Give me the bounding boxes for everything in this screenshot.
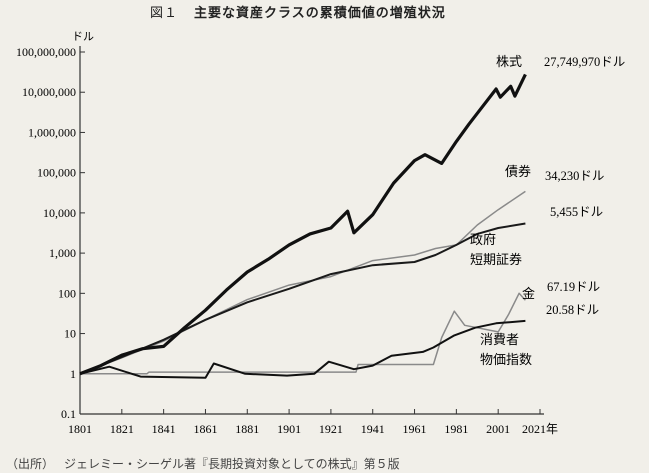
series-line-4: [79, 319, 526, 379]
chart-series: [79, 73, 527, 379]
series-line-2: [79, 222, 526, 375]
series-line-3: [80, 292, 526, 375]
series-final-value: 34,230ドル: [545, 169, 604, 183]
source-text: ジェレミー・シーゲル著『長期投資対象としての株式』第５版: [64, 457, 400, 471]
y-tick-label: 0.1: [61, 407, 76, 421]
series-name-label: 短期証券: [470, 252, 522, 268]
y-tick-label: 1,000: [49, 246, 76, 260]
series-final-value: 20.58ドル: [546, 303, 599, 317]
x-tick-label: 2021年: [522, 422, 558, 436]
x-tick-label: 1921: [319, 422, 343, 436]
y-tick-label: 1,000,000: [28, 125, 76, 139]
series-final-value: 27,749,970ドル: [544, 55, 625, 69]
y-tick-label: 100,000,000: [16, 45, 76, 59]
series-name-label: 政府: [470, 233, 496, 248]
series-final-value: 5,455ドル: [550, 205, 603, 219]
figure-title: 主要な資産クラスの累積価値の増殖状況: [194, 6, 446, 21]
series-final-value: 67.19ドル: [547, 280, 600, 294]
x-tick-label: 1881: [235, 422, 259, 436]
x-tick-label: 1821: [110, 422, 134, 436]
figure-caption: 図１ 主要な資産クラスの累積価値の増殖状況: [150, 2, 446, 21]
x-tick-label: 1961: [403, 422, 427, 436]
y-tick-label: 1: [70, 367, 76, 381]
x-tick-label: 1841: [152, 422, 176, 436]
figure-source: （出所） ジェレミー・シーゲル著『長期投資対象としての株式』第５版: [6, 455, 400, 472]
figure-number: 図１: [150, 6, 179, 21]
series-name-label: 消費者: [480, 333, 519, 348]
series-name-label: 金: [522, 286, 535, 302]
source-tag: （出所）: [6, 457, 55, 471]
x-tick-label: 1901: [277, 422, 301, 436]
x-tick-label: 1981: [444, 422, 468, 436]
y-tick-label: 100,000: [37, 166, 76, 180]
x-tick-label: 2001: [486, 422, 510, 436]
x-tick-label: 1801: [68, 422, 92, 436]
series-name-label: 債券: [505, 164, 531, 180]
y-axis-unit: ドル: [72, 30, 94, 43]
series-name-label: 株式: [496, 55, 522, 70]
series-line-0: [79, 73, 527, 376]
chart-axes: ドル 100,000,000 10,000,000 1,000,000 100,000 1…: [16, 30, 558, 436]
y-tick-label: 10,000: [43, 206, 76, 220]
x-tick-label: 1861: [193, 422, 217, 436]
y-tick-label: 10: [64, 327, 76, 341]
series-name-label: 物価指数: [480, 353, 532, 368]
x-tick-label: 1941: [361, 422, 385, 436]
y-tick-label: 100: [58, 286, 76, 300]
y-tick-label: 10,000,000: [22, 85, 76, 99]
